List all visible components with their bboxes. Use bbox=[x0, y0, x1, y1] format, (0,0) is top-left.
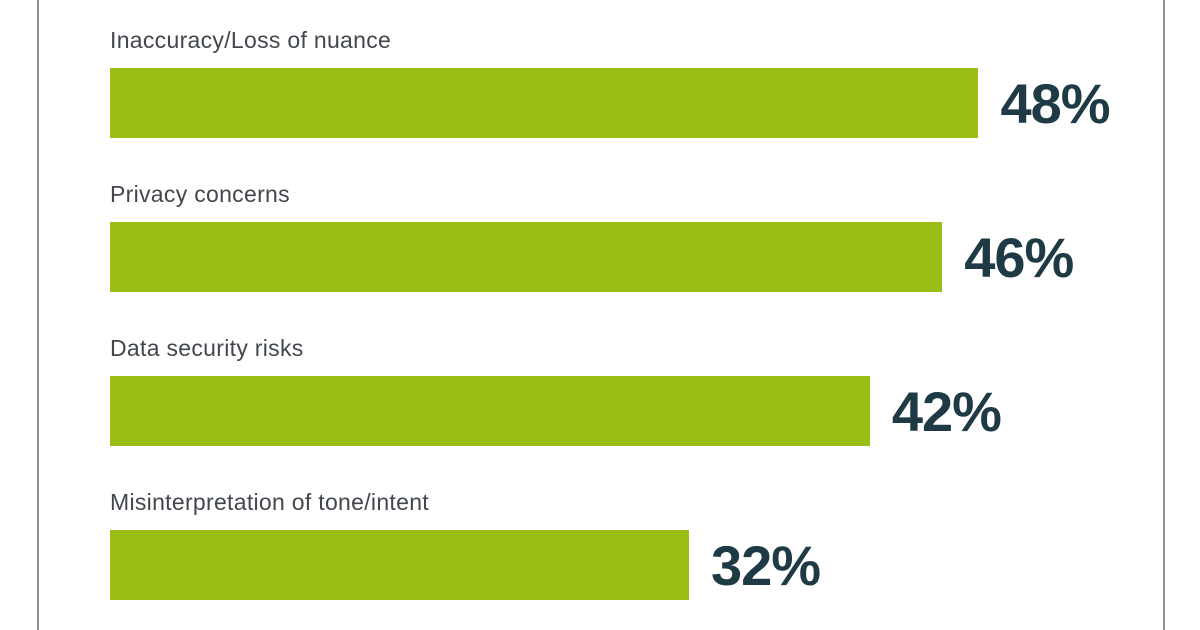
category-label: Data security risks bbox=[110, 335, 304, 361]
value-label: 32% bbox=[710, 533, 821, 597]
bar-row: Privacy concerns 46% bbox=[110, 182, 1163, 292]
category-label: Misinterpretation of tone/intent bbox=[110, 489, 429, 515]
bar-row: Data security risks 42% bbox=[110, 336, 1163, 446]
bar-line: 46% bbox=[110, 222, 1163, 292]
bar bbox=[110, 376, 870, 446]
bar-chart: Inaccuracy/Loss of nuance 48% Privacy co… bbox=[110, 28, 1163, 630]
bar bbox=[110, 68, 979, 138]
chart-card bbox=[37, 0, 1165, 630]
bar-line: 42% bbox=[110, 376, 1163, 446]
bar-line: 48% bbox=[110, 68, 1163, 138]
bar bbox=[110, 530, 689, 600]
bar-row: Inaccuracy/Loss of nuance 48% bbox=[110, 28, 1163, 138]
value-label: 46% bbox=[964, 225, 1074, 289]
value-label: 42% bbox=[891, 379, 1002, 443]
category-label: Privacy concerns bbox=[110, 181, 290, 207]
bar-line: 32% bbox=[110, 530, 1163, 600]
value-label: 48% bbox=[1000, 71, 1110, 135]
category-label: Inaccuracy/Loss of nuance bbox=[110, 27, 392, 53]
bar-row: Misinterpretation of tone/intent 32% bbox=[110, 490, 1163, 600]
bar bbox=[110, 222, 943, 292]
